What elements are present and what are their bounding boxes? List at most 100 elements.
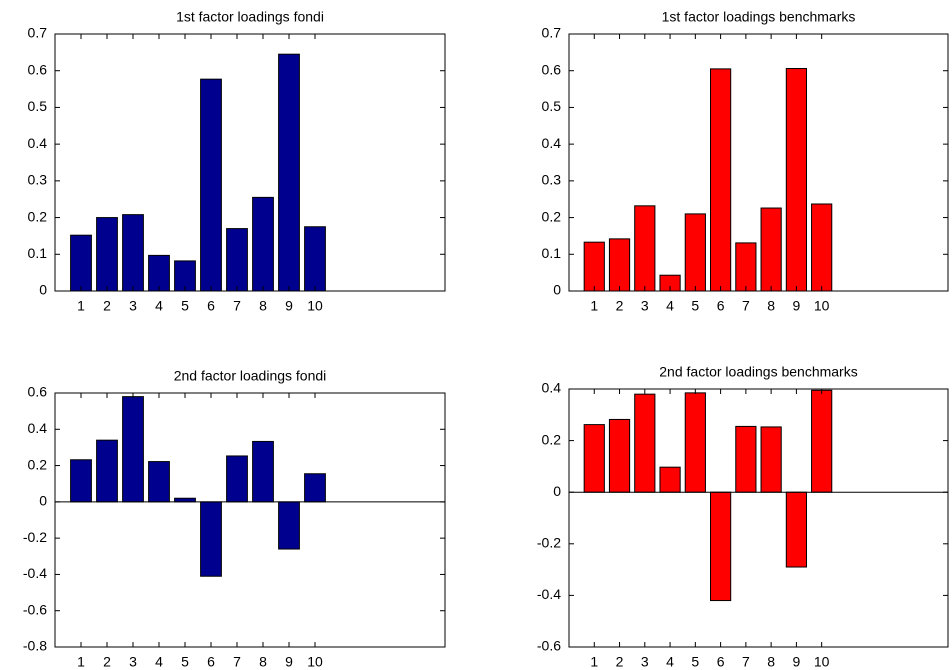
y-tick-label: 0.5 — [28, 98, 48, 114]
bar — [811, 203, 833, 292]
x-tick-label: 6 — [717, 298, 725, 314]
axes-box — [54, 33, 446, 292]
y-tick-label: 0.4 — [28, 135, 48, 151]
y-tick-label: 0.4 — [28, 420, 48, 436]
bar — [659, 466, 681, 493]
bar — [684, 392, 706, 493]
chart-title: 1st factor loadings benchmarks — [662, 9, 856, 25]
x-tick-label: 9 — [793, 298, 801, 314]
x-tick-label: 1 — [77, 654, 85, 670]
y-tick-label: 0.4 — [542, 135, 562, 151]
y-tick-label: 0.2 — [28, 208, 48, 224]
y-tick-label: 0.2 — [542, 431, 562, 447]
chart-title: 2nd factor loadings benchmarks — [659, 364, 857, 380]
x-tick-label: 6 — [717, 654, 725, 670]
y-tick-label: 0.3 — [542, 172, 562, 188]
x-tick-label: 6 — [207, 654, 215, 670]
y-tick-label: 0.6 — [28, 61, 48, 77]
chart-title: 1st factor loadings fondi — [176, 9, 324, 25]
x-tick-label: 3 — [129, 654, 137, 670]
bar — [735, 425, 757, 493]
bar — [174, 497, 196, 503]
x-tick-label: 3 — [641, 654, 649, 670]
x-tick-label: 3 — [129, 298, 137, 314]
x-tick-label: 1 — [590, 298, 598, 314]
axes-box — [568, 33, 949, 292]
x-tick-label: 7 — [742, 298, 750, 314]
y-tick-label: -0.4 — [23, 565, 47, 581]
y-tick-label: 0.6 — [28, 384, 48, 400]
y-tick-label: 0 — [553, 483, 561, 499]
y-tick-label: 0.3 — [28, 172, 48, 188]
x-tick-label: 8 — [767, 298, 775, 314]
bar — [583, 241, 605, 292]
x-tick-label: 9 — [285, 298, 293, 314]
x-tick-label: 4 — [155, 654, 163, 670]
x-tick-label: 10 — [307, 654, 323, 670]
bar — [226, 455, 248, 503]
bar — [226, 228, 248, 292]
bar — [304, 473, 326, 503]
bar — [70, 459, 92, 503]
x-tick-label: 9 — [793, 654, 801, 670]
bar — [122, 214, 144, 292]
bar — [785, 68, 808, 292]
x-tick-label: 6 — [207, 298, 215, 314]
x-tick-label: 1 — [590, 654, 598, 670]
bar — [200, 78, 222, 292]
x-tick-label: 5 — [181, 298, 189, 314]
y-tick-label: 0.1 — [28, 245, 48, 261]
bar — [304, 226, 326, 292]
x-tick-label: 10 — [814, 298, 830, 314]
bar — [96, 217, 118, 292]
x-tick-label: 10 — [307, 298, 323, 314]
x-tick-label: 1 — [77, 298, 85, 314]
bar — [634, 393, 656, 493]
bar — [148, 254, 170, 292]
x-tick-label: 2 — [103, 654, 111, 670]
bar — [760, 426, 782, 493]
x-tick-label: 10 — [814, 654, 830, 670]
axes-box — [568, 388, 949, 648]
bar — [278, 53, 300, 292]
bar — [278, 501, 300, 550]
x-tick-label: 3 — [641, 298, 649, 314]
bar — [811, 389, 833, 493]
x-tick-label: 4 — [666, 298, 674, 314]
x-tick-label: 2 — [616, 654, 624, 670]
y-tick-label: -0.2 — [537, 535, 561, 551]
chart-title: 2nd factor loadings fondi — [174, 368, 327, 384]
x-tick-label: 2 — [103, 298, 111, 314]
x-tick-label: 5 — [181, 654, 189, 670]
x-tick-label: 2 — [616, 298, 624, 314]
bar — [122, 396, 144, 503]
y-tick-label: 0 — [39, 493, 47, 509]
y-tick-label: 0 — [553, 282, 561, 298]
bar — [200, 501, 222, 577]
y-tick-label: -0.4 — [537, 586, 561, 602]
bar — [608, 238, 631, 292]
x-tick-label: 5 — [691, 654, 699, 670]
x-tick-label: 9 — [285, 654, 293, 670]
y-tick-label: -0.6 — [23, 601, 47, 617]
axes-box — [54, 392, 446, 648]
bar — [709, 491, 732, 602]
bar — [785, 491, 808, 568]
x-tick-label: 8 — [259, 654, 267, 670]
bar — [70, 234, 92, 292]
bar — [634, 205, 656, 292]
bar — [608, 418, 631, 493]
y-tick-label: 0.2 — [28, 456, 48, 472]
x-tick-label: 7 — [233, 298, 241, 314]
y-tick-label: -0.8 — [23, 638, 47, 654]
y-tick-label: -0.6 — [537, 638, 561, 654]
x-tick-label: 8 — [259, 298, 267, 314]
bar — [583, 424, 605, 493]
x-tick-label: 7 — [742, 654, 750, 670]
x-tick-label: 5 — [691, 298, 699, 314]
y-tick-label: 0.5 — [542, 98, 562, 114]
bar — [148, 461, 170, 503]
y-tick-label: 0.6 — [542, 61, 562, 77]
bar — [252, 440, 274, 503]
